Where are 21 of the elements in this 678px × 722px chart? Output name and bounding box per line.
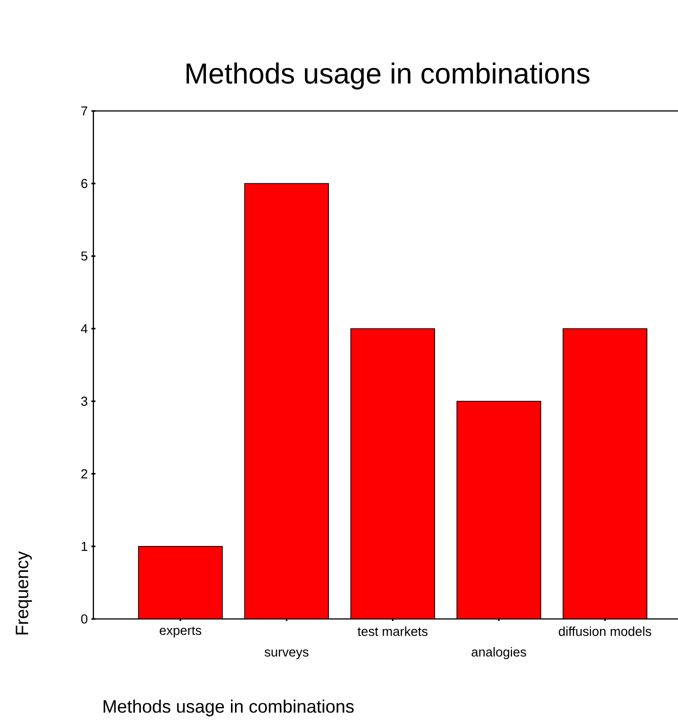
y-tick-label: 7	[81, 106, 88, 116]
y-tick-label: 1	[82, 542, 88, 551]
y-tick-label: 5	[81, 252, 88, 261]
x-tick-label: analogies	[472, 647, 526, 660]
y-axis-title: Frequency	[16, 551, 32, 634]
y-tick-label: 0	[81, 614, 88, 624]
bar	[244, 183, 329, 619]
bar	[138, 546, 223, 619]
x-tick-label: diffusion models	[558, 626, 652, 636]
bar	[350, 328, 436, 619]
y-tick-label: 2	[81, 469, 88, 478]
bar	[562, 328, 648, 619]
chart-title: Methods usage in combinations	[186, 62, 590, 90]
y-tick-label: 4	[80, 324, 88, 334]
x-tick-label: test markets	[358, 626, 428, 636]
x-tick-label: surveys	[264, 649, 308, 660]
bar	[456, 400, 542, 619]
x-axis-title: Methods usage in combinations	[104, 700, 354, 716]
x-tick-label: experts	[160, 626, 202, 638]
y-tick-label: 6	[81, 178, 88, 188]
y-tick-label: 3	[81, 396, 88, 406]
